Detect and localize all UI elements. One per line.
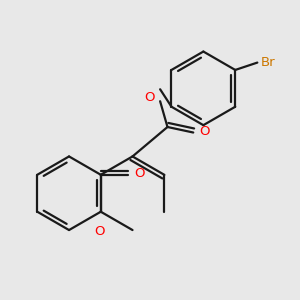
Text: Br: Br	[261, 56, 276, 69]
Text: O: O	[134, 167, 144, 180]
Text: O: O	[144, 91, 154, 104]
Text: O: O	[94, 224, 105, 238]
Text: O: O	[199, 125, 209, 138]
